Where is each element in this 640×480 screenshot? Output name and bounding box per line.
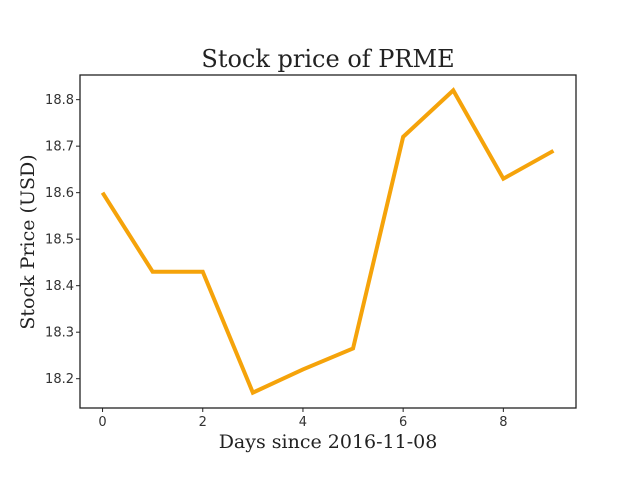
y-tick-label: 18.7 [45,140,74,155]
x-tick-label: 6 [399,415,407,430]
x-tick-label: 2 [199,415,207,430]
y-tick-label: 18.2 [45,372,74,387]
chart-title: Stock price of PRME [201,45,454,73]
y-tick-label: 18.3 [45,326,74,341]
y-tick-label: 18.5 [45,233,74,248]
series-group [100,87,555,396]
x-tick-label: 8 [499,415,507,430]
y-tick-label: 18.8 [45,93,74,108]
x-tick-label: 0 [98,415,106,430]
plot-frame [79,74,577,409]
x-axis-ticks: 0 2 4 6 8 [98,408,507,430]
y-tick-label: 18.6 [45,186,74,201]
y-tick-label: 18.4 [45,279,74,294]
x-tick-label: 4 [299,415,307,430]
y-axis-label: Stock Price (USD) [17,154,39,329]
price-line [100,87,555,396]
x-axis-label: Days since 2016-11-08 [219,431,438,453]
y-axis-ticks: 18.2 18.3 18.4 18.5 18.6 18.7 18.8 [45,93,80,387]
